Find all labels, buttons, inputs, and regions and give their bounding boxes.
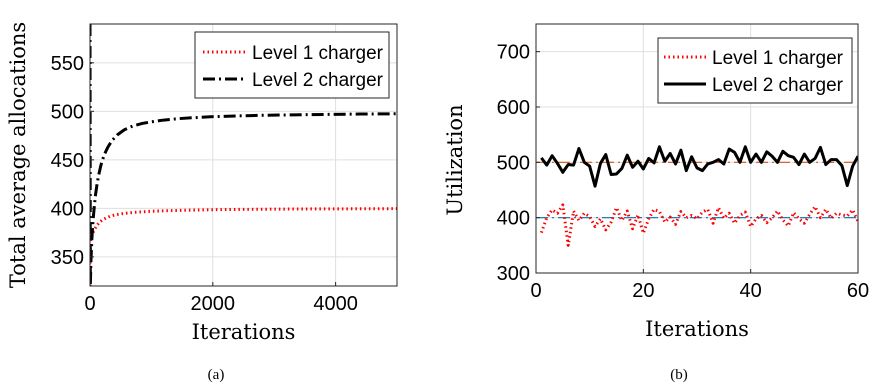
chart-b-x-axis-label: Iterations	[645, 317, 749, 341]
chart-a-axes-box	[89, 23, 398, 287]
chart-a-legend-box	[194, 31, 390, 99]
chart-b-caption: (b)	[670, 367, 688, 383]
x-tick-label: 2000	[191, 293, 236, 315]
y-tick-label: 550	[51, 53, 84, 75]
chart-b-axes-box	[535, 23, 859, 274]
x-tick-label: 60	[847, 280, 869, 302]
chart-a-legend-label-level2: Level 2 charger	[252, 70, 384, 91]
chart-b-legend-label-level1: Level 1 charger	[712, 48, 844, 69]
y-tick-label: 400	[497, 208, 530, 230]
x-tick-label: 20	[632, 280, 654, 302]
chart-a-x-axis-label: Iterations	[192, 320, 296, 344]
chart-a: 0 2000 4000 350 400 450 500 550 Iterations Tot…	[6, 22, 398, 383]
series-line-level2	[540, 145, 858, 188]
y-tick-label: 600	[497, 97, 530, 119]
y-tick-label: 500	[497, 152, 530, 174]
chart-b: 0 20 40 60 300 400 500 600 700 Iterations Utili…	[443, 23, 869, 383]
x-tick-label: 4000	[313, 293, 358, 315]
y-tick-label: 350	[51, 247, 84, 269]
chart-a-y-ticks: 350 400 450 500 550	[51, 53, 94, 269]
x-tick-label: 0	[530, 280, 541, 302]
x-tick-label: 0	[84, 293, 95, 315]
chart-b-y-axis-label: Utilization	[443, 104, 467, 215]
y-tick-label: 300	[497, 263, 530, 285]
series-line-level2	[90, 24, 397, 286]
chart-b-legend-label-level2: Level 2 charger	[712, 75, 844, 96]
chart-b-legend-box	[657, 37, 853, 104]
chart-b-series	[539, 145, 858, 247]
chart-a-legend-label-level1: Level 1 charger	[252, 43, 384, 64]
y-tick-label: 450	[51, 150, 84, 172]
chart-a-series	[90, 24, 397, 286]
chart-a-y-axis-label: Total average allocations	[6, 22, 30, 288]
x-tick-label: 40	[740, 280, 762, 302]
y-tick-label: 400	[51, 198, 84, 220]
chart-a-legend: Level 1 charger Level 2 charger	[194, 31, 390, 99]
chart-b-y-ticks: 300 400 500 600 700	[497, 42, 540, 285]
chart-b-x-ticks: 0 20 40 60	[530, 269, 869, 302]
y-tick-label: 700	[497, 42, 530, 64]
chart-a-x-ticks: 0 2000 4000	[84, 282, 358, 315]
y-tick-label: 500	[51, 101, 84, 123]
chart-b-legend: Level 1 charger Level 2 charger	[657, 37, 853, 104]
chart-a-caption: (a)	[208, 367, 225, 383]
